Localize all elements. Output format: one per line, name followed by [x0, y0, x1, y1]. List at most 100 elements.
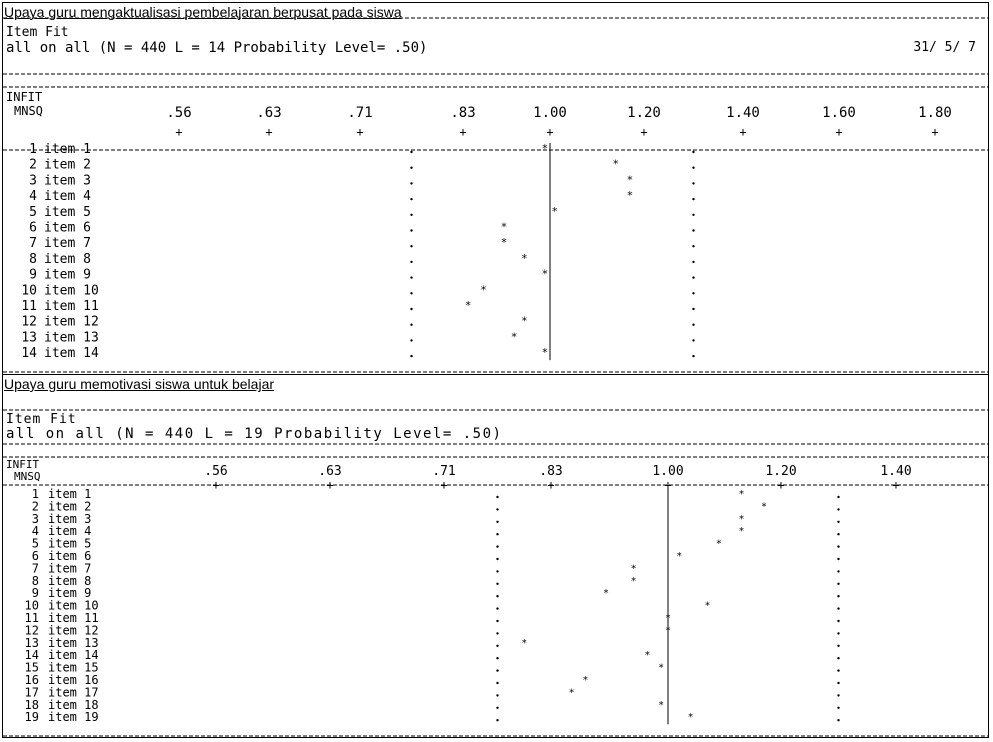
confidence-bound-dot [496, 706, 499, 709]
item-number: 5 [29, 205, 37, 220]
confidence-bound-dot [837, 582, 840, 585]
confidence-bound-dot [692, 166, 695, 169]
confidence-bound-dot [837, 694, 840, 697]
fit-marker: * [583, 675, 588, 686]
confidence-bound-dot [692, 307, 695, 311]
x-tick-label: 1.00 [652, 464, 683, 479]
fit-marker: * [542, 346, 548, 359]
item-number: 4 [32, 524, 39, 538]
item-number: 8 [29, 252, 37, 267]
confidence-bound-dot [496, 719, 499, 722]
item-number: 3 [29, 173, 37, 188]
confidence-bound-dot [837, 570, 840, 573]
item-number: 14 [21, 346, 37, 361]
x-tick-mark: + [175, 125, 182, 139]
item-label: item 6 [44, 221, 91, 236]
confidence-bound-dot [410, 292, 413, 295]
fit-marker: * [481, 283, 487, 296]
item-label: item 11 [48, 611, 99, 625]
item-label: item 12 [48, 623, 99, 637]
item-number: 1 [32, 487, 39, 501]
fit-marker: * [522, 638, 527, 649]
x-tick-mark: + [265, 125, 272, 139]
fit-marker: * [739, 514, 744, 525]
confidence-bound-dot [837, 595, 840, 598]
fit-marker: * [501, 221, 507, 234]
item-number: 13 [21, 330, 37, 345]
item-label: item 5 [44, 205, 91, 220]
confidence-bound-dot [837, 545, 840, 548]
x-tick-mark: + [777, 478, 784, 492]
x-tick-label: 1.80 [918, 105, 952, 121]
item-number: 11 [25, 611, 39, 625]
fit-marker: * [659, 663, 664, 674]
fit-marker: * [631, 563, 636, 574]
confidence-bound-dot [837, 706, 840, 709]
item-number: 2 [32, 499, 39, 513]
confidence-bound-dot [496, 595, 499, 598]
x-tick-label: .71 [432, 464, 455, 479]
fit-marker: * [542, 142, 548, 155]
fit-marker: * [739, 526, 744, 537]
fit-marker: * [645, 650, 650, 661]
item-number: 11 [21, 299, 37, 314]
x-tick-mark: + [326, 478, 333, 492]
confidence-bound-dot [837, 508, 840, 511]
fit-marker: * [511, 330, 517, 343]
x-tick-mark: + [212, 478, 219, 492]
item-fit-chart: .56 + .63 + .71 + .83 +1.00 +1.20 +1.40 +1.60 +1.80… [3, 17, 988, 373]
item-number: 2 [29, 158, 37, 173]
confidence-bound-dot [692, 292, 695, 295]
item-number: 9 [29, 268, 37, 283]
item-number: 7 [29, 236, 37, 251]
fit-marker: * [627, 173, 633, 186]
confidence-bound-dot [496, 582, 499, 585]
confidence-bound-dot [692, 276, 695, 279]
confidence-bound-dot [410, 213, 413, 216]
x-tick-label: 1.20 [627, 105, 661, 121]
item-number: 5 [32, 537, 39, 551]
item-label: item 4 [44, 189, 91, 204]
item-label: item 1 [44, 142, 91, 157]
confidence-bound-dot [692, 323, 695, 326]
confidence-bound-dot [410, 150, 413, 154]
confidence-bound-dot [410, 276, 413, 279]
fit-marker: * [627, 189, 633, 202]
item-label: item 2 [48, 499, 91, 513]
item-label: item 8 [44, 252, 91, 267]
item-label: item 13 [48, 636, 99, 650]
item-label: item 10 [44, 283, 99, 298]
x-tick-mark: + [931, 125, 938, 139]
panel-heading: Upaya guru memotivasi siswa untuk belaja… [4, 376, 275, 392]
confidence-bound-dot [837, 657, 840, 660]
confidence-bound-dot [496, 570, 499, 573]
confidence-bound-dot [692, 197, 695, 201]
x-tick-mark: + [892, 478, 899, 492]
item-label: item 15 [48, 661, 99, 675]
confidence-bound-dot [837, 495, 840, 499]
fit-marker: * [465, 299, 471, 312]
confidence-bound-dot [837, 644, 840, 647]
confidence-bound-dot [496, 669, 499, 672]
x-tick-label: .83 [539, 464, 562, 479]
x-tick-mark: + [664, 478, 671, 492]
confidence-bound-dot [496, 644, 499, 647]
item-number: 7 [32, 561, 39, 575]
item-label: item 8 [48, 574, 91, 588]
item-number: 12 [25, 623, 39, 637]
x-tick-label: .56 [166, 105, 191, 121]
fit-marker: * [522, 252, 528, 265]
confidence-bound-dot [410, 245, 413, 248]
fit-marker: * [604, 588, 609, 599]
item-label: item 5 [48, 537, 91, 551]
item-label: item 10 [48, 599, 99, 613]
fit-marker: * [688, 712, 693, 723]
confidence-bound-dot [496, 520, 499, 523]
item-label: item 6 [48, 549, 91, 563]
fit-marker: * [705, 601, 710, 612]
confidence-bound-dot [410, 166, 413, 169]
chart-subtitle: all on all (N = 440 L = 14 Probability L… [6, 40, 428, 56]
item-number: 17 [25, 685, 39, 699]
confidence-bound-dot [837, 632, 840, 635]
chart-subtitle: all on all (N = 440 L = 19 Probability L… [6, 426, 503, 442]
